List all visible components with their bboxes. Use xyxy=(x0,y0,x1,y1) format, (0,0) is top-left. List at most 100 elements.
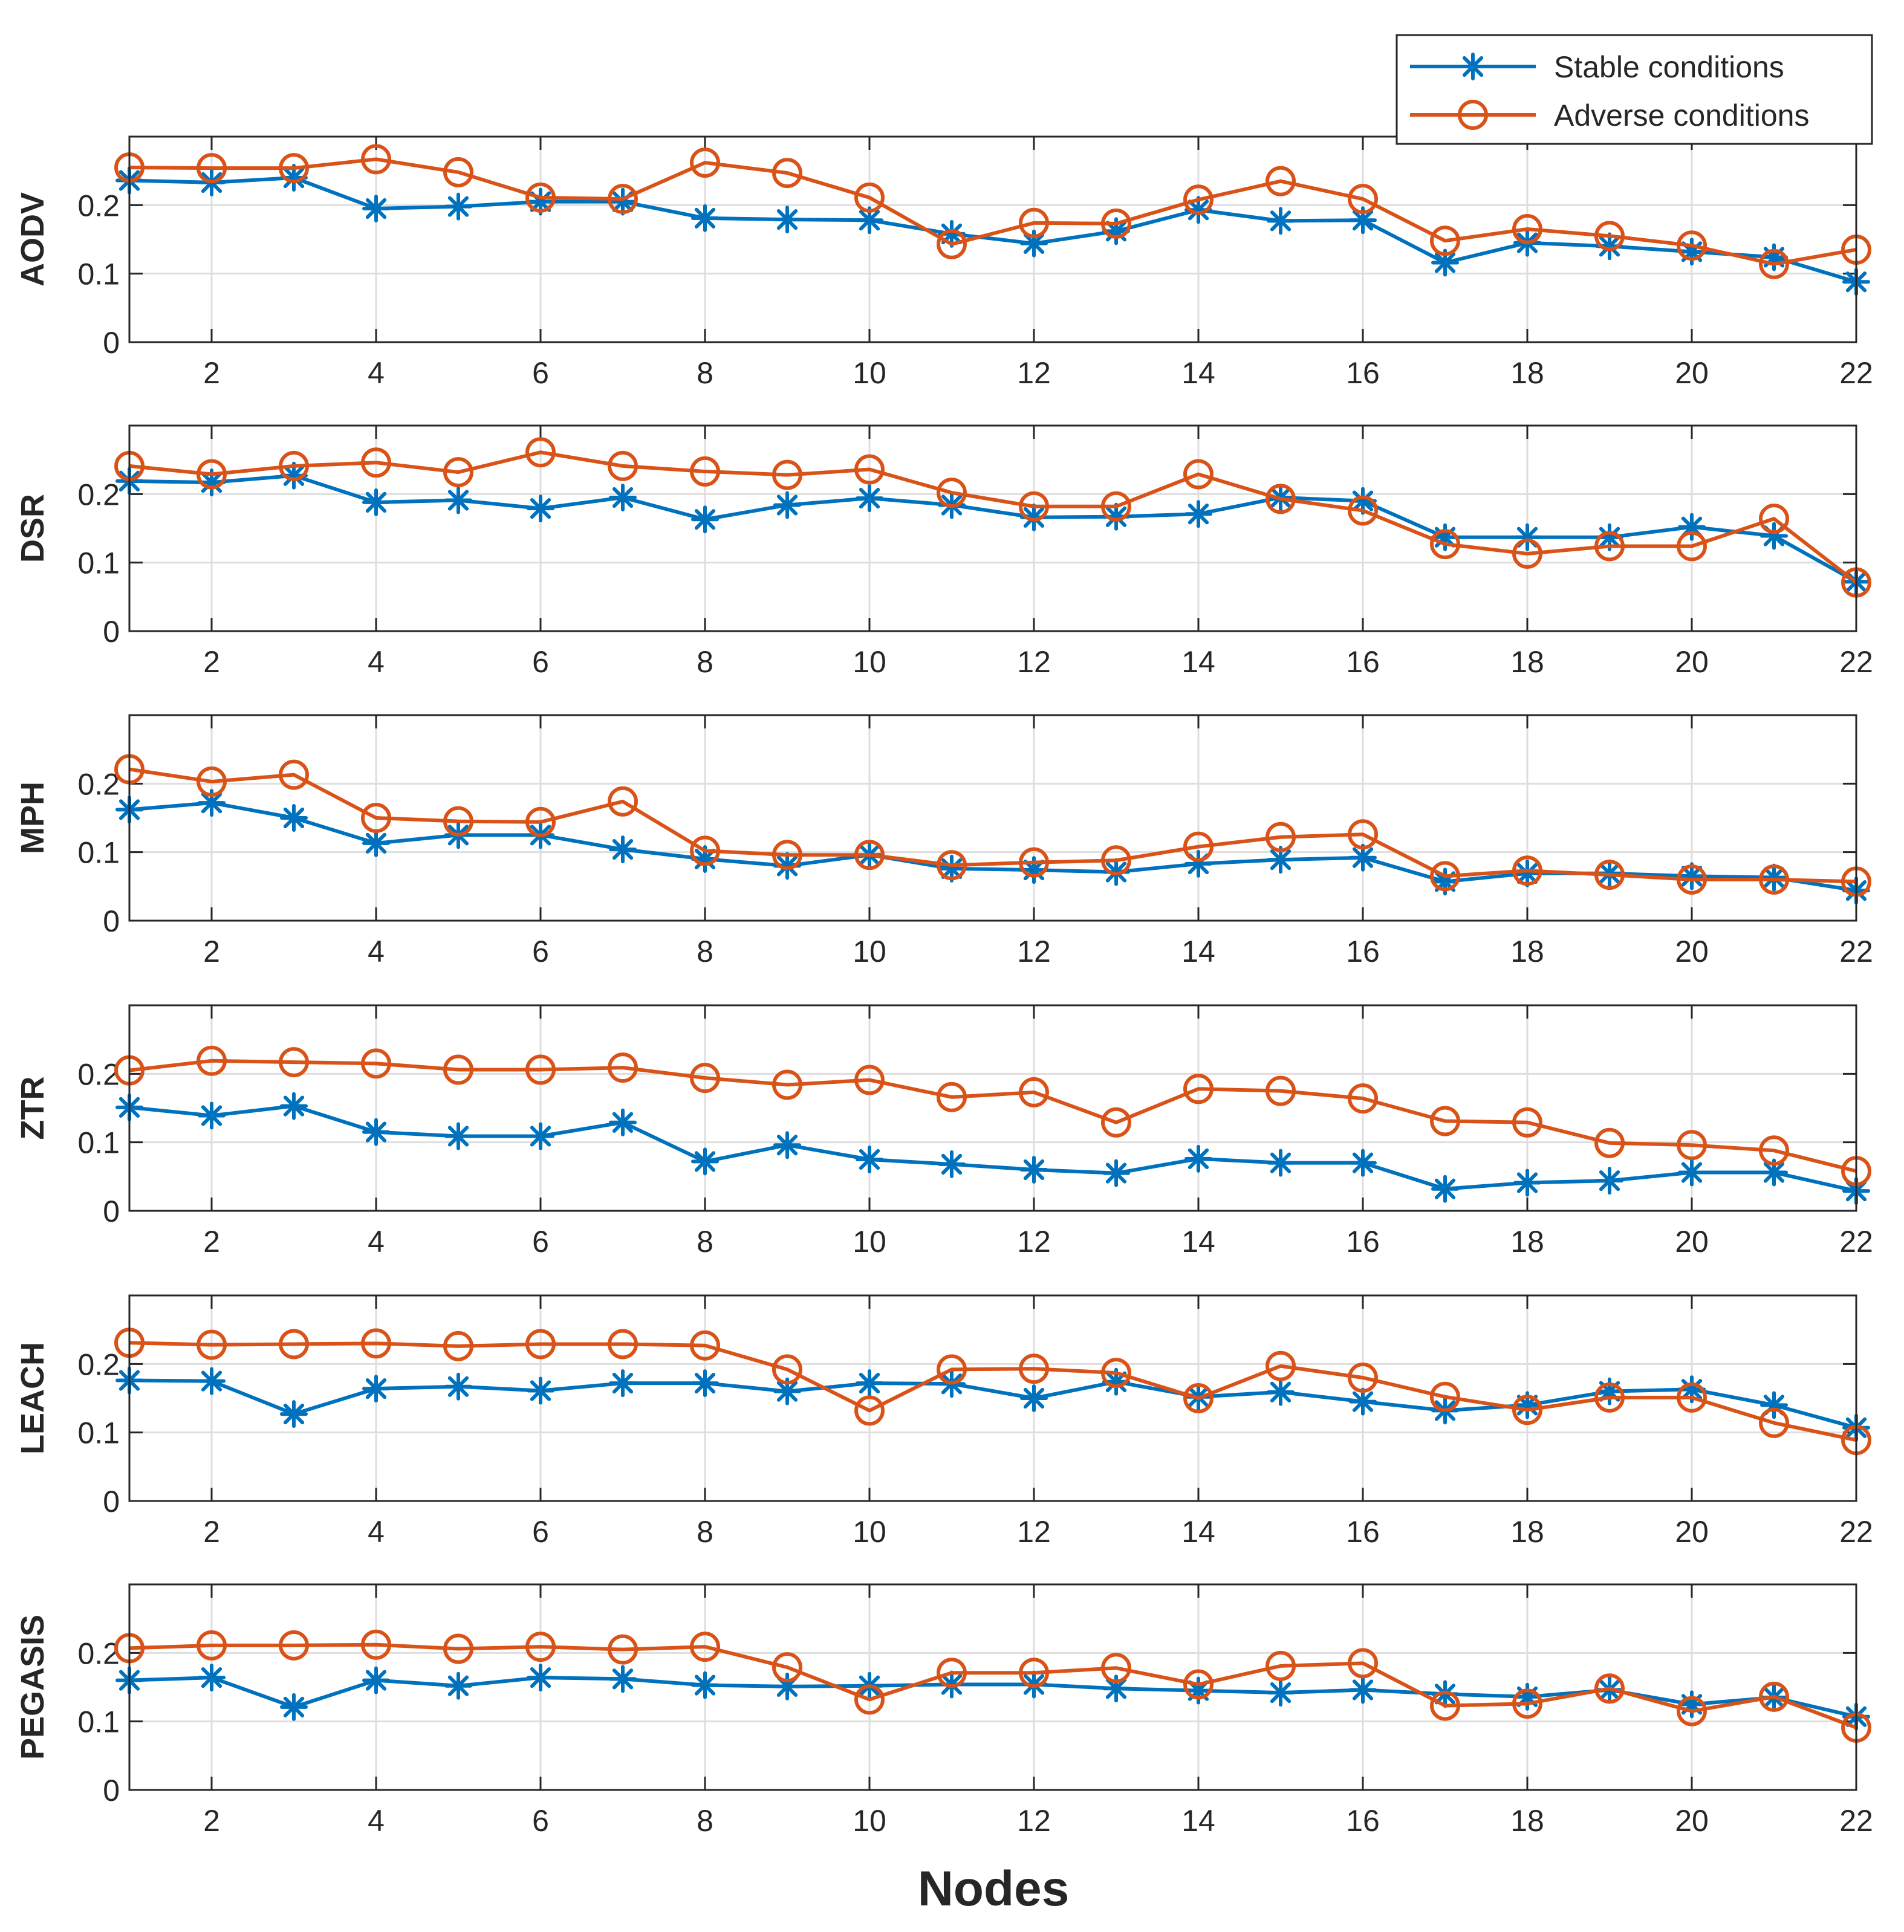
x-tick-label: 8 xyxy=(697,645,713,679)
data-point-adverse xyxy=(197,153,227,184)
data-point-adverse xyxy=(854,1684,885,1715)
x-tick-label: 20 xyxy=(1675,1515,1709,1549)
data-point-stable xyxy=(1513,1169,1541,1197)
data-point-stable xyxy=(444,486,472,514)
data-point-adverse xyxy=(608,786,638,817)
x-tick-label: 2 xyxy=(203,1225,220,1259)
data-point-stable xyxy=(280,804,308,832)
x-tick-label: 22 xyxy=(1839,645,1873,679)
x-tick-label: 22 xyxy=(1839,1804,1873,1838)
data-point-adverse xyxy=(1512,855,1542,886)
x-tick-label: 16 xyxy=(1346,935,1380,968)
data-point-adverse xyxy=(1266,166,1296,196)
data-point-stable xyxy=(444,192,472,221)
data-point-stable xyxy=(362,1666,390,1694)
y-tick-label: 0.2 xyxy=(77,1057,120,1091)
plot-area xyxy=(129,1584,1856,1790)
series-adverse xyxy=(114,437,1871,598)
data-point-adverse xyxy=(772,1069,802,1100)
data-point-adverse xyxy=(279,1329,309,1360)
data-point-stable xyxy=(856,484,883,513)
data-point-stable xyxy=(1267,1378,1295,1406)
data-point-adverse xyxy=(1101,1653,1131,1684)
data-point-adverse xyxy=(1266,1650,1296,1681)
data-point-adverse xyxy=(525,437,556,468)
data-point-stable xyxy=(691,204,719,232)
x-tick-label: 14 xyxy=(1181,645,1215,679)
x-tick-label: 18 xyxy=(1510,935,1544,968)
y-tick-label: 0 xyxy=(103,1485,120,1519)
x-tick-label: 4 xyxy=(368,1804,385,1838)
x-tick-label: 12 xyxy=(1017,935,1051,968)
subplot-mph: 2 4 6 8 10 12 14 16 18 20 22 0 0.1 0.2 MPH xyxy=(15,714,1873,968)
series-line-adverse xyxy=(129,767,1857,884)
data-point-stable xyxy=(362,488,390,516)
data-point-adverse xyxy=(1594,221,1625,251)
x-tick-label: 22 xyxy=(1839,935,1873,968)
data-point-adverse xyxy=(608,1329,638,1360)
x-tick-label: 12 xyxy=(1017,1804,1051,1838)
series-adverse xyxy=(114,144,1871,279)
series-line-stable xyxy=(129,1378,1857,1430)
data-point-stable xyxy=(1349,1387,1377,1416)
data-point-adverse xyxy=(937,1658,967,1688)
data-point-adverse xyxy=(1348,1363,1378,1393)
series-adverse xyxy=(114,754,1871,897)
y-tick-label: 0 xyxy=(103,615,120,649)
data-point-adverse xyxy=(1266,822,1296,852)
series-line-adverse xyxy=(129,450,1857,584)
data-point-adverse xyxy=(1430,1381,1460,1412)
data-point-adverse xyxy=(1348,1083,1378,1114)
data-point-stable xyxy=(198,1367,226,1395)
legend-asterisk-mark xyxy=(1459,53,1487,80)
data-point-stable xyxy=(280,1092,308,1120)
data-point-adverse xyxy=(1430,1106,1460,1136)
data-point-stable xyxy=(691,505,719,534)
data-point-stable xyxy=(527,494,554,523)
data-point-adverse xyxy=(1101,1107,1131,1138)
data-point-stable xyxy=(444,1372,472,1401)
data-point-adverse xyxy=(772,840,802,870)
data-point-adverse xyxy=(772,1652,802,1683)
x-tick-label: 14 xyxy=(1181,1225,1215,1259)
legend-label-adverse: Adverse conditions xyxy=(1554,99,1809,132)
x-tick-label: 14 xyxy=(1181,356,1215,390)
legend-entry-adverse: Adverse conditions xyxy=(1410,99,1809,132)
x-tick-label: 20 xyxy=(1675,356,1709,390)
data-point-adverse xyxy=(1512,1107,1542,1138)
data-point-stable xyxy=(1513,859,1541,887)
x-tick-label: 8 xyxy=(697,356,713,390)
subplot-aodv: 2 4 6 8 10 12 14 16 18 20 22 0 0.1 0.2 AODV xyxy=(15,135,1873,390)
x-tick-label: 16 xyxy=(1346,1515,1380,1549)
series-line-adverse xyxy=(129,157,1857,266)
data-point-adverse xyxy=(937,478,967,508)
x-tick-label: 10 xyxy=(853,1225,886,1259)
plot-area xyxy=(129,426,1856,631)
data-point-adverse xyxy=(443,1331,473,1361)
subplot-dsr: 2 4 6 8 10 12 14 16 18 20 22 0 0.1 0.2 DSR xyxy=(15,424,1873,679)
legend-label-stable: Stable conditions xyxy=(1554,50,1784,84)
data-point-adverse xyxy=(197,459,227,490)
subplot-ztr: 2 4 6 8 10 12 14 16 18 20 22 0 0.1 0.2 ZTR xyxy=(15,1004,1873,1259)
axes-box xyxy=(128,714,1857,922)
data-point-stable xyxy=(938,1150,966,1178)
data-point-adverse xyxy=(1348,184,1378,215)
y-tick-label: 0.2 xyxy=(77,1347,120,1381)
x-tick-label: 4 xyxy=(368,356,385,390)
data-point-adverse xyxy=(772,459,802,490)
data-point-adverse xyxy=(1101,208,1131,239)
x-tick-label: 10 xyxy=(853,356,886,390)
y-axis-label-leach: LEACH xyxy=(15,1342,51,1454)
data-point-stable xyxy=(280,1400,308,1428)
data-point-adverse xyxy=(1759,504,1789,534)
data-point-stable xyxy=(362,829,390,857)
data-point-adverse xyxy=(443,806,473,837)
x-tick-label: 18 xyxy=(1510,1804,1544,1838)
data-point-stable xyxy=(1349,1149,1377,1177)
data-point-stable xyxy=(773,1131,801,1159)
series-adverse xyxy=(114,1045,1871,1187)
data-point-stable xyxy=(444,1122,472,1150)
series-stable xyxy=(115,1366,1870,1442)
data-point-adverse xyxy=(854,182,885,213)
